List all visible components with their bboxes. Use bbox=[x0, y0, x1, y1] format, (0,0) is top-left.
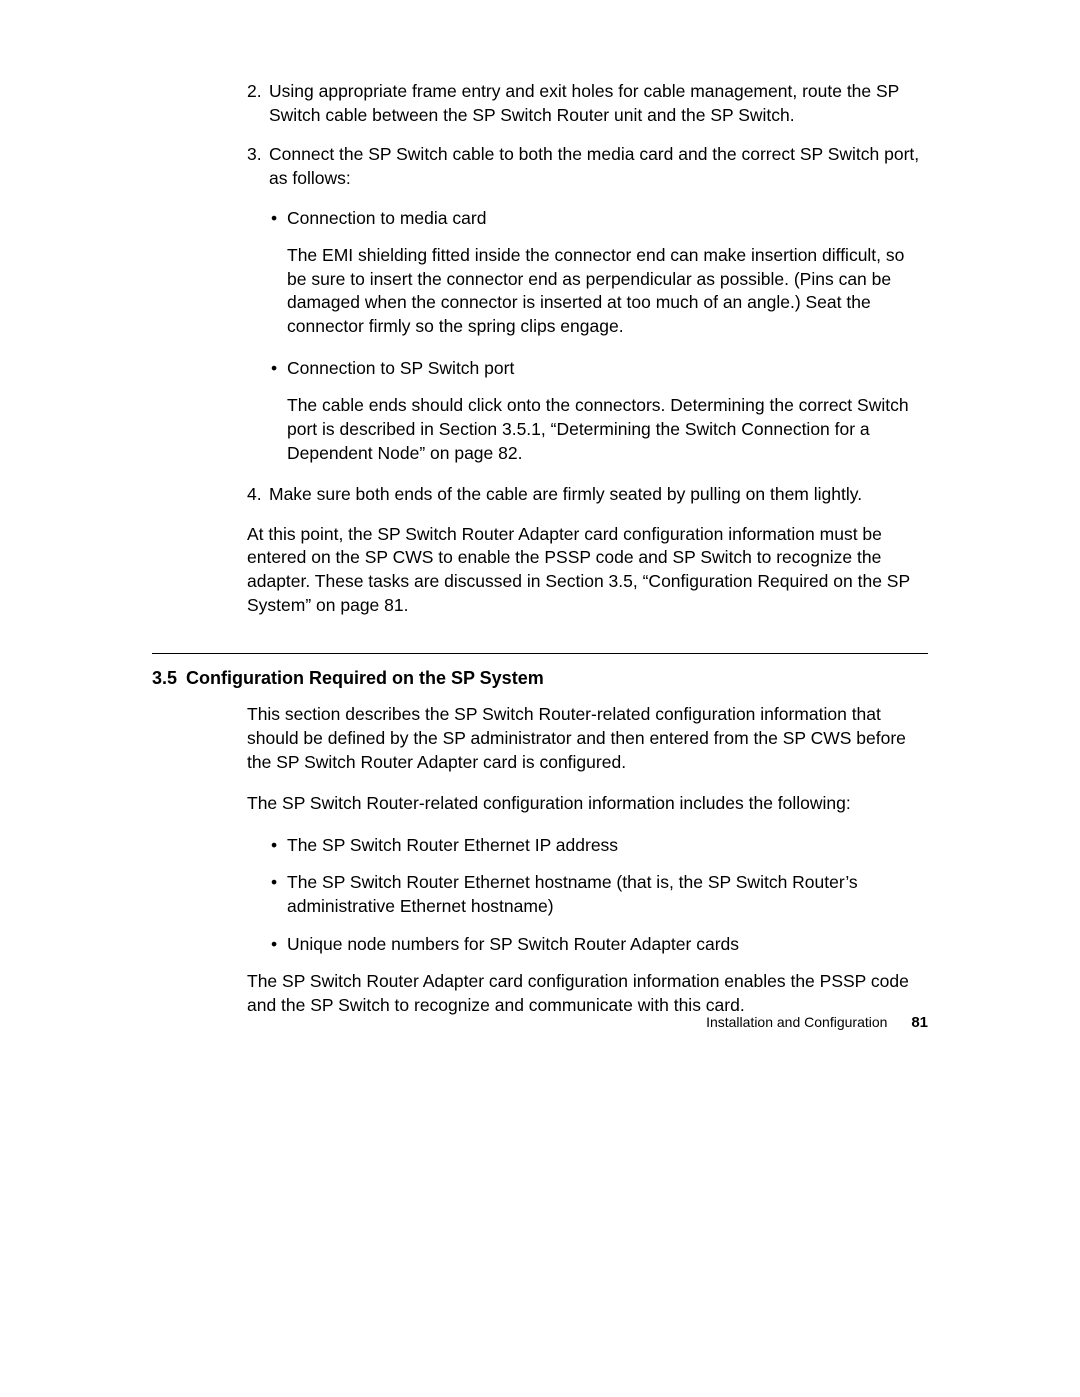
sublist-text: Connection to SP Switch port bbox=[287, 357, 928, 381]
sublist-text: Unique node numbers for SP Switch Router… bbox=[287, 933, 928, 957]
footer-page-number: 81 bbox=[911, 1014, 928, 1031]
sublist-item: • The SP Switch Router Ethernet hostname… bbox=[271, 871, 928, 918]
bullet-icon: • bbox=[271, 933, 287, 957]
list-item-3: 3. Connect the SP Switch cable to both t… bbox=[247, 143, 928, 190]
section-rule bbox=[152, 653, 928, 654]
bullet-icon: • bbox=[271, 357, 287, 381]
bullet-icon: • bbox=[271, 207, 287, 231]
body-paragraph: This section describes the SP Switch Rou… bbox=[247, 703, 928, 774]
list-item-2: 2. Using appropriate frame entry and exi… bbox=[247, 80, 928, 127]
bullet-icon: • bbox=[271, 834, 287, 858]
body-paragraph: The cable ends should click onto the con… bbox=[287, 394, 928, 465]
sublist-item: • Connection to media card bbox=[271, 207, 928, 231]
sublist-item: • Unique node numbers for SP Switch Rout… bbox=[271, 933, 928, 957]
page-footer: Installation and Configuration 81 bbox=[706, 1014, 928, 1031]
list-text: Connect the SP Switch cable to both the … bbox=[269, 143, 928, 190]
list-number: 4. bbox=[247, 483, 269, 507]
body-paragraph: The EMI shielding fitted inside the conn… bbox=[287, 244, 928, 339]
sublist-item: • Connection to SP Switch port bbox=[271, 357, 928, 381]
document-page: 2. Using appropriate frame entry and exi… bbox=[0, 0, 1080, 1397]
list-number: 3. bbox=[247, 143, 269, 190]
section-heading: 3.5 Configuration Required on the SP Sys… bbox=[152, 668, 928, 689]
sublist-item: • The SP Switch Router Ethernet IP addre… bbox=[271, 834, 928, 858]
body-paragraph: At this point, the SP Switch Router Adap… bbox=[247, 523, 928, 618]
sublist-text: Connection to media card bbox=[287, 207, 928, 231]
list-number: 2. bbox=[247, 80, 269, 127]
list-text: Using appropriate frame entry and exit h… bbox=[269, 80, 928, 127]
section-title: Configuration Required on the SP System bbox=[186, 668, 544, 689]
section-number: 3.5 bbox=[152, 668, 186, 689]
footer-chapter: Installation and Configuration bbox=[706, 1014, 887, 1030]
body-paragraph: The SP Switch Router Adapter card config… bbox=[247, 970, 928, 1017]
sublist-text: The SP Switch Router Ethernet hostname (… bbox=[287, 871, 928, 918]
list-item-4: 4. Make sure both ends of the cable are … bbox=[247, 483, 928, 507]
sublist-text: The SP Switch Router Ethernet IP address bbox=[287, 834, 928, 858]
list-text: Make sure both ends of the cable are fir… bbox=[269, 483, 928, 507]
bullet-icon: • bbox=[271, 871, 287, 918]
body-paragraph: The SP Switch Router-related configurati… bbox=[247, 792, 928, 816]
